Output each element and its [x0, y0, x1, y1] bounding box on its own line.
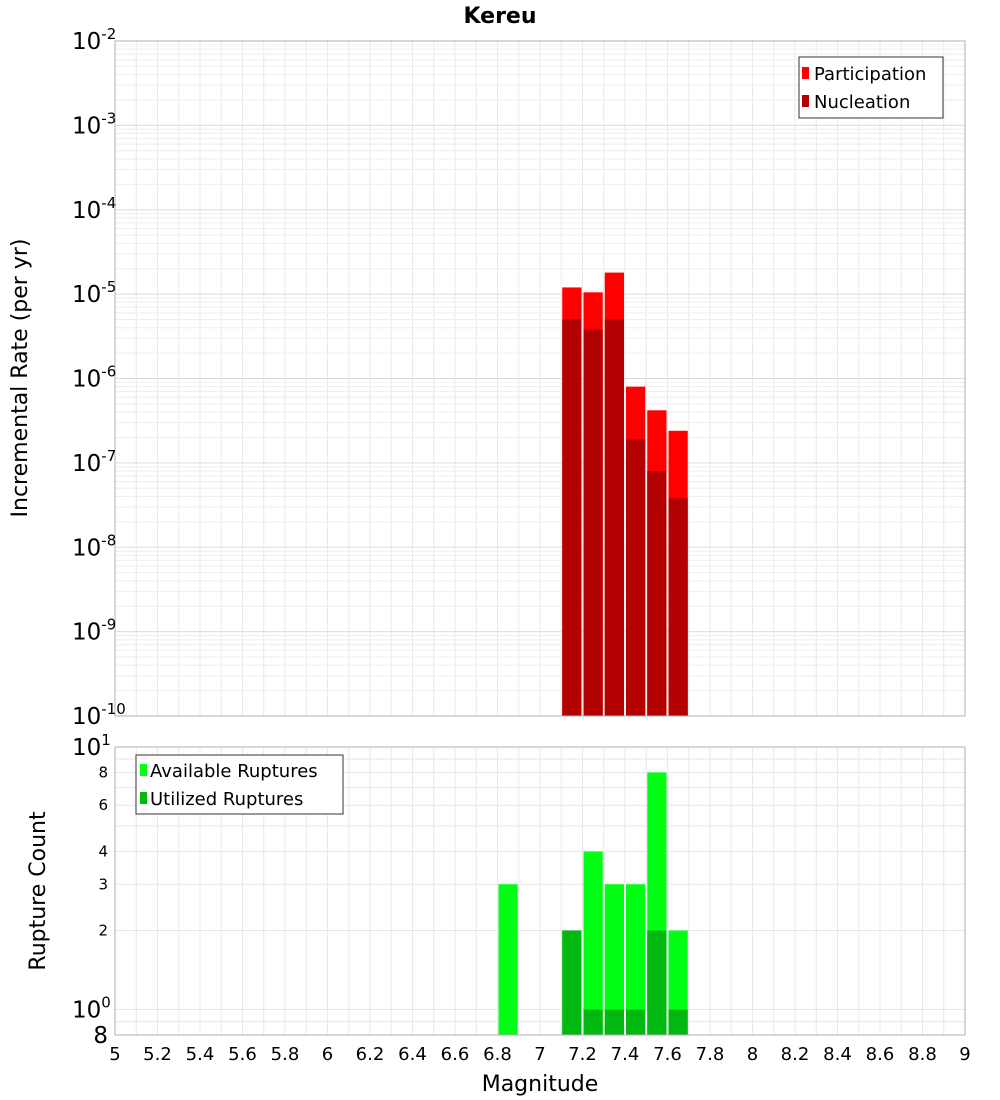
bar-nucleation-7_15 — [562, 319, 582, 716]
top-legend-box — [798, 56, 944, 119]
bar-nucleation-7_65 — [668, 498, 688, 716]
bar-nucleation-7_35 — [604, 319, 624, 716]
bottom-y-tick-label: 2 — [98, 922, 108, 940]
bar-available-ruptures-6_85 — [498, 884, 518, 1035]
bottom-y-tick-label: 101 — [72, 731, 111, 761]
bottom-y-tick-label: 3 — [98, 875, 108, 893]
x-tick-label: 7.6 — [653, 1044, 682, 1065]
legend-label-available-ruptures: Available Ruptures — [150, 761, 318, 782]
top-y-tick-label: 10-10 — [72, 700, 126, 730]
bottom-y-tick-label: 8 — [93, 1023, 108, 1049]
bar-utilized-ruptures-7_65 — [668, 1009, 688, 1035]
bar-nucleation-7_25 — [583, 329, 603, 716]
bar-utilized-ruptures-7_25 — [583, 1009, 603, 1035]
x-tick-label: 7.2 — [568, 1044, 597, 1065]
top-y-tick-label: 10-5 — [72, 278, 116, 308]
bar-available-ruptures-7_65 — [668, 930, 688, 1035]
top-gridlines — [114, 41, 966, 717]
x-tick-label: 5.2 — [143, 1044, 172, 1065]
bottom-plot-frame — [114, 746, 966, 1036]
bottom-legend-box — [135, 754, 344, 815]
bar-utilized-ruptures-7_15 — [562, 930, 582, 1035]
top-legend: Participation Nucleation — [798, 56, 944, 119]
x-tick-label: 8.8 — [908, 1044, 937, 1065]
top-y-tick-label: 10-3 — [72, 109, 116, 139]
top-y-tick-label: 10-9 — [72, 616, 116, 646]
x-tick-label: 8.6 — [866, 1044, 895, 1065]
bar-utilized-ruptures-7_45 — [626, 1009, 646, 1035]
legend-label-nucleation: Nucleation — [814, 92, 910, 113]
x-tick-label: 6.8 — [483, 1044, 512, 1065]
top-panel: 10-2 10-3 10-4 10-5 10-6 10-7 10-8 10-9 10-10 In… — [8, 25, 966, 730]
x-tick-label: 7.8 — [696, 1044, 725, 1065]
x-tick-label: 8.2 — [781, 1044, 810, 1065]
top-bars — [562, 272, 688, 716]
bottom-y-tick-label: 4 — [98, 842, 108, 860]
x-tick-label: 5.6 — [228, 1044, 257, 1065]
top-plot-frame — [114, 40, 966, 717]
top-y-tick-label: 10-8 — [72, 531, 116, 561]
bar-nucleation-7_45 — [626, 439, 646, 716]
x-tick-labels: 5 5.2 5.4 5.6 5.8 6 6.2 6.4 6.6 6.8 7 7.2 7.4 7.6 7.8 8… — [109, 1044, 970, 1065]
top-y-tick-label: 10-2 — [72, 25, 116, 55]
bar-utilized-ruptures-7_55 — [647, 930, 667, 1035]
bottom-y-axis-label: Rupture Count — [26, 811, 51, 971]
x-tick-label: 6.2 — [356, 1044, 385, 1065]
x-tick-label: 9 — [959, 1044, 970, 1065]
x-tick-label: 8.4 — [823, 1044, 852, 1065]
bar-available-ruptures-7_35 — [604, 884, 624, 1035]
top-y-tick-label: 10-4 — [72, 194, 116, 224]
legend-swatch-available-ruptures — [140, 764, 147, 776]
top-y-axis-label: Incremental Rate (per yr) — [8, 239, 33, 518]
bottom-y-tick-label: 8 — [98, 763, 108, 781]
bar-utilized-ruptures-7_35 — [604, 1009, 624, 1035]
bar-available-ruptures-7_25 — [583, 851, 603, 1035]
bottom-y-tick-label: 100 — [72, 994, 111, 1024]
bottom-bars — [498, 772, 688, 1035]
x-tick-label: 6.6 — [441, 1044, 470, 1065]
legend-swatch-utilized-ruptures — [140, 792, 147, 804]
x-tick-label: 5.4 — [186, 1044, 215, 1065]
x-tick-label: 6.4 — [398, 1044, 427, 1065]
bar-nucleation-7_55 — [647, 471, 667, 716]
x-tick-label: 5.8 — [271, 1044, 300, 1065]
x-axis-label: Magnitude — [482, 1072, 599, 1097]
legend-label-participation: Participation — [814, 64, 926, 85]
top-y-tick-labels: 10-2 10-3 10-4 10-5 10-6 10-7 10-8 10-9 10-10 — [72, 25, 126, 730]
top-y-tick-label: 10-6 — [72, 363, 116, 393]
x-tick-label: 8 — [747, 1044, 758, 1065]
chart-title: Kereu — [463, 4, 536, 29]
x-tick-label: 5 — [109, 1044, 120, 1065]
legend-swatch-participation — [802, 67, 809, 79]
x-tick-label: 7.4 — [611, 1044, 640, 1065]
bottom-legend: Available Ruptures Utilized Ruptures — [135, 754, 344, 815]
x-tick-label: 7 — [534, 1044, 545, 1065]
legend-swatch-nucleation — [802, 95, 809, 107]
top-y-tick-label: 10-7 — [72, 447, 116, 477]
bottom-y-tick-label: 6 — [98, 796, 108, 814]
bar-available-ruptures-7_45 — [626, 884, 646, 1035]
x-tick-label: 6 — [322, 1044, 333, 1065]
legend-label-utilized-ruptures: Utilized Ruptures — [150, 789, 303, 810]
